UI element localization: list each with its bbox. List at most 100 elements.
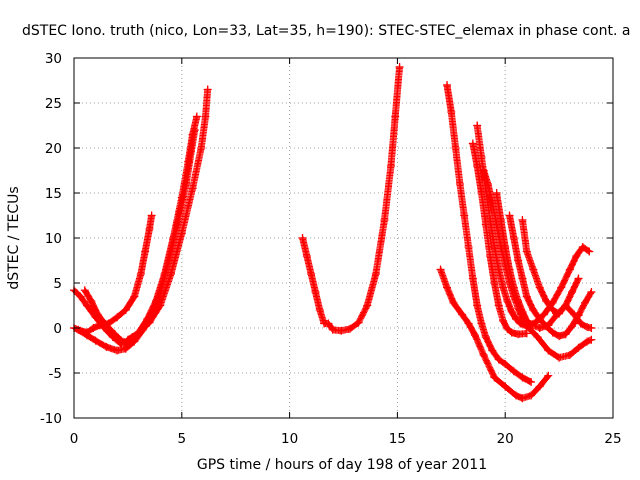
data-point bbox=[535, 283, 544, 292]
x-tick-label: 20 bbox=[497, 431, 514, 447]
data-point bbox=[458, 310, 467, 319]
data-point bbox=[518, 373, 527, 382]
data-point bbox=[464, 319, 473, 328]
data-point bbox=[113, 346, 122, 355]
data-point bbox=[580, 298, 589, 307]
grid bbox=[74, 58, 613, 418]
data-point bbox=[561, 330, 570, 339]
data-point bbox=[483, 180, 492, 188]
data-point bbox=[471, 331, 480, 340]
data-point bbox=[455, 180, 464, 188]
data-point bbox=[587, 288, 596, 296]
data-point bbox=[522, 247, 531, 256]
data-point bbox=[576, 319, 585, 328]
data-point bbox=[391, 112, 400, 121]
ticks bbox=[73, 57, 614, 419]
data-point bbox=[509, 367, 518, 376]
data-point bbox=[518, 394, 527, 403]
data-point bbox=[91, 336, 100, 345]
data-point bbox=[522, 329, 531, 338]
data-point bbox=[518, 216, 527, 224]
data-point bbox=[386, 162, 395, 170]
data-point bbox=[473, 121, 482, 130]
series-4 bbox=[298, 63, 404, 335]
data-point bbox=[123, 335, 132, 344]
series-8 bbox=[473, 121, 594, 331]
data-point bbox=[130, 292, 139, 301]
data-point bbox=[477, 319, 486, 328]
data-point bbox=[442, 81, 451, 89]
data-point bbox=[561, 301, 570, 310]
data-point bbox=[535, 315, 544, 323]
data-point bbox=[507, 307, 516, 316]
data-point bbox=[494, 265, 503, 274]
data-point bbox=[110, 330, 119, 339]
data-point bbox=[514, 330, 523, 339]
data-point bbox=[117, 336, 126, 345]
data-point bbox=[565, 265, 574, 274]
data-point bbox=[473, 301, 482, 310]
data-point bbox=[565, 351, 574, 359]
series-0 bbox=[70, 211, 156, 337]
data-point bbox=[535, 382, 544, 391]
data-point bbox=[529, 306, 538, 314]
data-point bbox=[128, 333, 137, 341]
y-tick-label: 30 bbox=[45, 51, 62, 67]
data-point bbox=[182, 180, 191, 188]
data-point bbox=[82, 301, 91, 310]
data-point bbox=[501, 360, 510, 368]
data-point bbox=[173, 220, 182, 229]
data-point bbox=[188, 184, 197, 193]
data-point bbox=[395, 63, 404, 71]
data-point bbox=[505, 211, 514, 220]
data-point bbox=[141, 247, 150, 256]
data-point bbox=[503, 297, 512, 305]
data-point bbox=[490, 373, 499, 382]
data-point bbox=[505, 265, 514, 274]
data-point bbox=[460, 211, 469, 220]
y-tick-label: 5 bbox=[53, 276, 62, 292]
data-point bbox=[540, 310, 549, 319]
data-point bbox=[492, 189, 501, 197]
series-11 bbox=[505, 211, 596, 341]
x-tick-label: 0 bbox=[70, 431, 79, 447]
data-point bbox=[190, 126, 199, 134]
series-3 bbox=[80, 85, 212, 347]
data-point bbox=[74, 325, 83, 334]
data-point bbox=[113, 313, 122, 322]
y-tick-label: 25 bbox=[45, 96, 62, 112]
data-point bbox=[87, 297, 96, 305]
data-point bbox=[518, 274, 527, 283]
data-point bbox=[568, 288, 577, 296]
data-point bbox=[494, 301, 503, 310]
y-tick-label: -5 bbox=[49, 366, 62, 382]
data-point bbox=[509, 234, 518, 242]
x-tick-label: 5 bbox=[178, 431, 187, 447]
data-point bbox=[468, 274, 477, 283]
x-axis-title: GPS time / hours of day 198 of year 2011 bbox=[197, 457, 487, 473]
data-point bbox=[363, 301, 372, 310]
data-point bbox=[555, 309, 564, 318]
data-point bbox=[380, 216, 389, 224]
data-point bbox=[121, 306, 130, 314]
series-9 bbox=[479, 166, 596, 362]
data-point bbox=[527, 391, 536, 400]
data-point bbox=[307, 270, 316, 278]
data-point bbox=[499, 283, 508, 292]
data-point bbox=[481, 333, 490, 341]
data-point bbox=[490, 279, 499, 287]
data-point bbox=[583, 323, 592, 332]
data-point bbox=[136, 270, 145, 278]
data-point bbox=[80, 286, 89, 295]
data-point bbox=[507, 328, 516, 337]
data-point bbox=[527, 378, 536, 386]
data-point bbox=[298, 234, 307, 242]
data-point bbox=[533, 333, 542, 341]
data-point bbox=[479, 166, 488, 175]
data-point bbox=[89, 324, 98, 332]
data-point bbox=[167, 270, 176, 278]
data-point bbox=[328, 325, 337, 334]
data-point bbox=[527, 320, 536, 329]
y-tick-label: 15 bbox=[45, 186, 62, 202]
